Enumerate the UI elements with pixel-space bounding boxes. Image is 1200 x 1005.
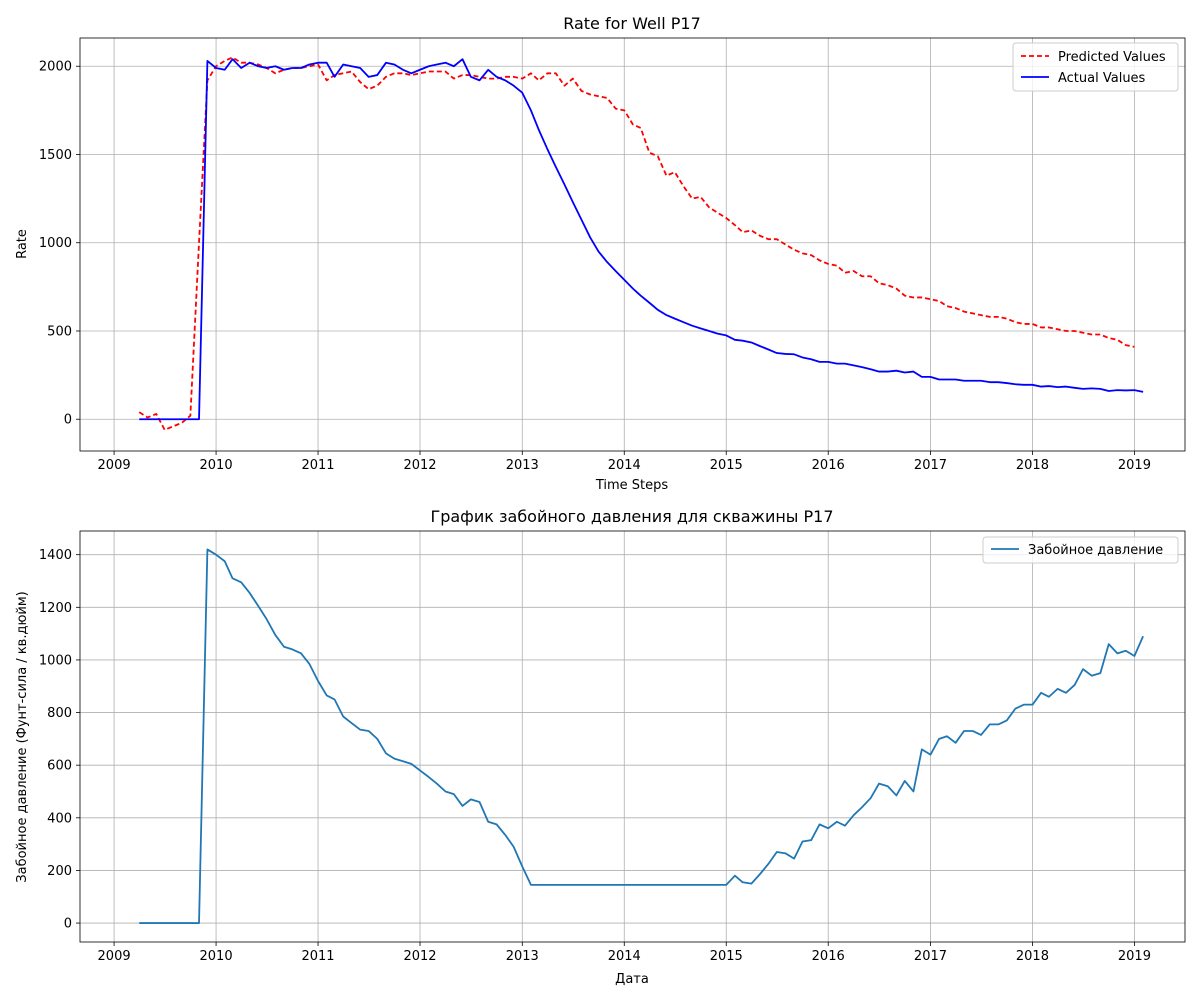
rate-chart-series-line-2 — [139, 58, 1144, 421]
pressure-chart-legend-box — [982, 536, 1179, 564]
pressure-chart-y-tick-label: 400 — [47, 811, 72, 826]
pressure-chart-frame — [79, 530, 1186, 943]
pressure-chart-ticks: 2009 2010 2011 2012 2013 2014 2015 2016 2017 2018… — [39, 548, 1151, 964]
pressure-chart-x-tick-label: 2010 — [200, 949, 233, 964]
rate-chart-title: Rate for Well P17 — [563, 14, 701, 33]
pressure-chart-y-tick-label: 1000 — [39, 653, 72, 668]
pressure-chart-x-tick-label: 2013 — [506, 949, 539, 964]
pressure-chart-y-tick-label: 800 — [47, 706, 72, 721]
rate-chart-x-tick-label: 2010 — [200, 458, 233, 473]
pressure-chart-x-tick-label: 2009 — [98, 949, 131, 964]
pressure-chart-x-tick-label: 2012 — [403, 949, 436, 964]
pressure-chart-title: График забойного давления для скважины P… — [430, 507, 833, 526]
rate-chart-x-tick-label: 2018 — [1016, 458, 1049, 473]
rate-chart-y-tick-label: 1500 — [39, 148, 72, 163]
pressure-chart-legend: Забойное давление — [982, 536, 1179, 564]
rate-chart: Rate for Well P17 2009 2010 2011 2012 2013 20… — [15, 14, 1186, 493]
legend-pressure-label: Забойное давление — [1028, 543, 1163, 558]
pressure-chart-x-axis-label: Дата — [615, 972, 649, 987]
rate-chart-x-tick-label: 2015 — [710, 458, 743, 473]
rate-chart-x-tick-label: 2017 — [914, 458, 947, 473]
rate-chart-y-tick-label: 1000 — [39, 236, 72, 251]
pressure-chart-series — [139, 548, 1144, 924]
pressure-chart-y-axis-label: Забойное давление (Фунт-сила / кв.дюйм) — [15, 591, 30, 882]
pressure-chart-y-tick-label: 200 — [47, 864, 72, 879]
rate-chart-ticks: 2009 2010 2011 2012 2013 2014 2015 2016 2017 2018… — [39, 60, 1151, 473]
rate-chart-y-tick-label: 500 — [47, 324, 72, 339]
rate-chart-x-tick-label: 2011 — [301, 458, 334, 473]
pressure-chart-x-tick-label: 2018 — [1016, 949, 1049, 964]
pressure-chart-x-tick-label: 2011 — [301, 949, 334, 964]
pressure-chart-x-tick-label: 2015 — [710, 949, 743, 964]
rate-chart-legend: Predicted Values Actual Values — [1012, 42, 1179, 92]
legend-actual-label: Actual Values — [1058, 71, 1146, 86]
rate-chart-legend-box — [1012, 42, 1179, 92]
rate-chart-y-axis-label: Rate — [15, 229, 30, 259]
pressure-chart-x-tick-label: 2017 — [914, 949, 947, 964]
pressure-chart-y-tick-label: 0 — [64, 917, 72, 932]
rate-chart-x-tick-label: 2019 — [1118, 458, 1151, 473]
rate-chart-y-tick-label: 0 — [64, 413, 72, 428]
rate-chart-x-tick-label: 2009 — [98, 458, 131, 473]
rate-chart-x-tick-label: 2014 — [608, 458, 641, 473]
rate-chart-frame — [79, 37, 1186, 452]
pressure-chart-x-tick-label: 2014 — [608, 949, 641, 964]
pressure-chart-y-tick-label: 1400 — [39, 548, 72, 563]
pressure-chart-y-tick-label: 1200 — [39, 601, 72, 616]
pressure-chart-series-line-1 — [139, 548, 1144, 924]
pressure-chart-y-tick-label: 600 — [47, 759, 72, 774]
pressure-chart-x-tick-label: 2016 — [812, 949, 845, 964]
rate-chart-grid — [80, 38, 1185, 451]
rate-chart-x-tick-label: 2013 — [506, 458, 539, 473]
rate-chart-y-tick-label: 2000 — [39, 60, 72, 75]
legend-predicted-label: Predicted Values — [1058, 50, 1166, 65]
rate-chart-x-tick-label: 2012 — [403, 458, 436, 473]
pressure-chart: График забойного давления для скважины P… — [15, 507, 1186, 987]
pressure-chart-x-tick-label: 2019 — [1118, 949, 1151, 964]
rate-chart-x-axis-label: Time Steps — [595, 478, 669, 493]
rate-chart-x-tick-label: 2016 — [812, 458, 845, 473]
rate-chart-series — [138, 56, 1144, 431]
